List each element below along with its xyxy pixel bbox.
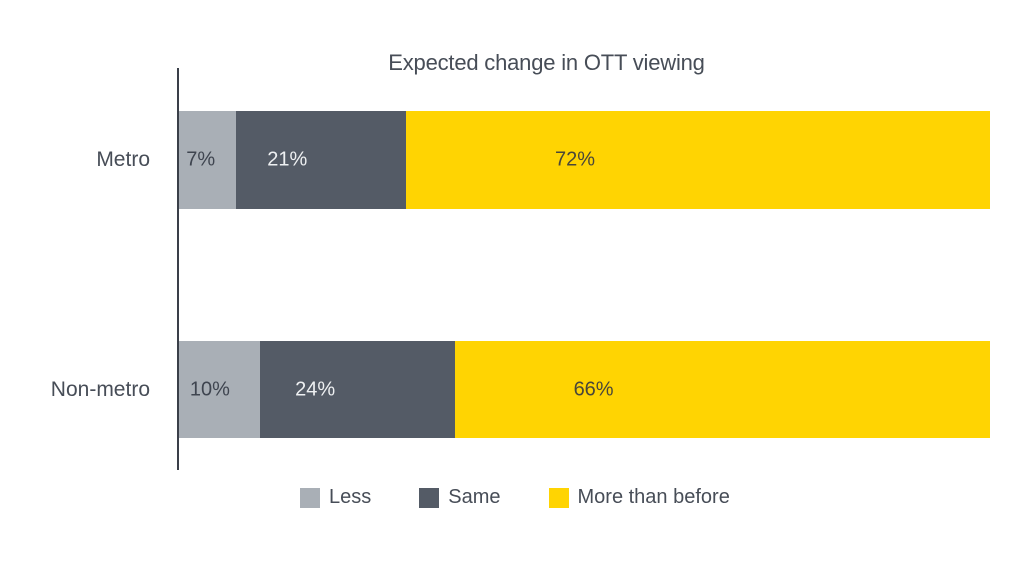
legend-label-more-than-before: More than before (577, 486, 730, 508)
bar-row-metro: Metro 7% 21% 72% (96, 111, 990, 209)
bar-value-label-non-metro-same: 24% (295, 378, 336, 400)
bar-value-label-metro-more-than-before: 72% (555, 148, 596, 171)
legend-swatch-less (300, 487, 320, 508)
bar-value-label-non-metro-less: 10% (189, 378, 230, 400)
category-label-non-metro: Non-metro (50, 377, 150, 401)
bar-value-label-metro-same: 21% (267, 148, 308, 171)
legend-item-same: Same (419, 486, 501, 509)
bar-segment-metro-same (235, 111, 407, 209)
bar-segment-non-metro-same (260, 341, 455, 438)
legend-swatch-more-than-before (548, 487, 569, 508)
legend-label-less: Less (329, 486, 372, 508)
bar-segment-metro-more-than-before (406, 111, 990, 209)
bar-segment-non-metro-more-than-before (454, 341, 990, 438)
bar-value-label-non-metro-more-than-before: 66% (573, 378, 614, 400)
legend-item-less: Less (300, 486, 371, 509)
chart-title: Expected change in OTT viewing (388, 50, 705, 75)
bar-segment-metro-less (179, 111, 236, 209)
plot-area: Metro 7% 21% 72% Non-metro 10% 24% 66% (51, 68, 990, 470)
legend-item-more-than-before: More than before (548, 486, 730, 509)
y-axis-line (177, 68, 179, 470)
category-label-metro: Metro (96, 148, 150, 171)
bar-track-metro: 7% 21% 72% (179, 111, 990, 209)
bar-segment-non-metro-less (179, 341, 261, 438)
bar-track-non-metro: 10% 24% 66% (179, 341, 990, 438)
legend-swatch-same (419, 487, 440, 508)
bar-value-label-metro-less: 7% (186, 148, 216, 171)
legend: Less Same More than before (300, 486, 730, 509)
bar-row-non-metro: Non-metro 10% 24% 66% (51, 341, 990, 438)
legend-label-same: Same (448, 486, 501, 508)
